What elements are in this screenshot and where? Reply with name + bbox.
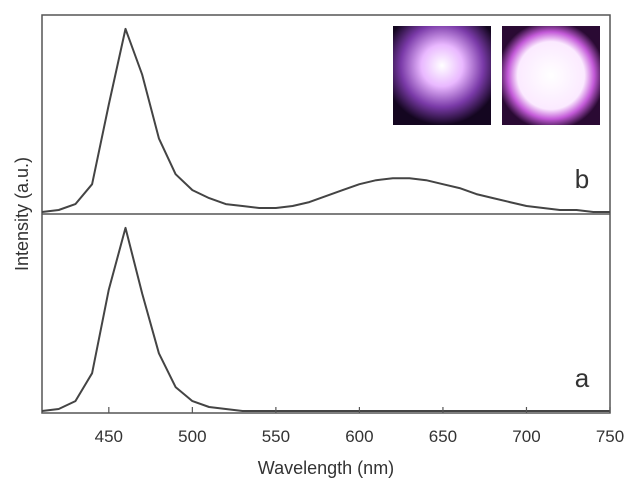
inset-photo-led — [393, 26, 491, 125]
panel-label: a — [575, 363, 590, 393]
spectrum-line — [41, 226, 610, 412]
inset-photo-glow — [502, 26, 600, 125]
x-tick-label: 550 — [262, 427, 290, 446]
x-tick-label: 650 — [429, 427, 457, 446]
x-tick-label: 700 — [512, 427, 540, 446]
spectrum-line — [41, 27, 610, 213]
x-axis-label: Wavelength (nm) — [258, 458, 394, 478]
x-tick-label: 600 — [345, 427, 373, 446]
panel-label: b — [575, 164, 589, 194]
x-tick-label: 450 — [95, 427, 123, 446]
x-tick-label: 750 — [596, 427, 624, 446]
y-axis-label: Intensity (a.u.) — [12, 157, 32, 271]
x-tick-label: 500 — [178, 427, 206, 446]
